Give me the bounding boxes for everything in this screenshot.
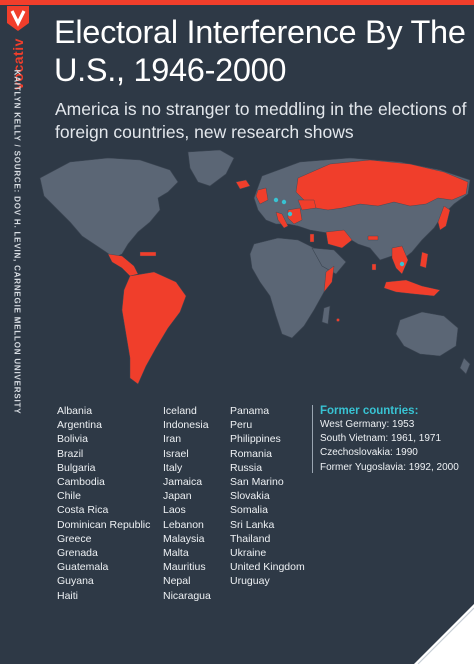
country-item: Chile [57,490,81,503]
united-kingdom-highlight [255,187,269,205]
country-item: Israel [163,447,189,460]
country-item: Malta [163,547,189,560]
country-item: Slovakia [230,490,270,503]
madagascar-shape [321,305,331,325]
source-credit: KAITLYN KELLY / SOURCE: DOV H. LEVIN, CA… [10,70,24,415]
africa [249,237,333,339]
yugoslavia-marker [287,211,293,217]
iran-highlight [325,229,353,249]
former-country-item: West Germany: 1953 [320,419,415,430]
former-country-item: Czechoslovakia: 1990 [320,447,418,459]
country-item: Italy [163,461,183,474]
country-item: Jamaica [163,476,203,489]
country-item: Cambodia [57,476,105,489]
former-country-item: South Vietnam: 1961, 1971 [320,433,442,445]
country-item: Laos [163,504,186,517]
country-item: Uruguay [230,575,270,588]
southeast-asia-highlight [391,245,409,275]
country-column-1: Albania Argentina Bolivia Brazil Bulgaria Cam… [57,404,150,603]
country-item: Costa Rica [57,504,109,517]
japan-highlight [437,205,451,231]
country-item: Albania [57,405,93,417]
balkans-highlight [287,207,303,225]
country-item: Bolivia [57,433,88,446]
italy-highlight [275,211,289,229]
country-item: Guyana [57,575,94,588]
top-accent-bar [0,0,474,5]
country-item: Grenada [57,547,98,560]
country-item: Iceland [163,405,197,417]
page-curl-corner [414,604,474,664]
former-countries-section: Former countries: West Germany: 1953 Sout… [320,404,470,475]
country-item: Thailand [230,532,271,545]
former-country-markers [273,197,405,267]
sri-lanka-highlight [371,263,377,271]
philippines-highlight [419,251,429,269]
country-item: Mauritius [163,561,206,574]
country-item: Philippines [230,433,281,446]
country-item: Greece [57,532,92,545]
former-country-item: Former Yugoslavia: 1992, 2000 [320,461,459,473]
country-item: United Kingdom [230,561,305,574]
section-divider [312,405,313,473]
mauritius-highlight [336,318,340,322]
country-item: Haiti [57,589,79,602]
country-item: Nepal [163,575,191,588]
north-america [39,157,179,259]
country-item: Nicaragua [163,589,211,602]
country-item: Brazil [57,447,84,460]
country-item: Somalia [230,504,268,517]
somalia-highlight [323,265,335,293]
country-item: Lebanon [163,518,204,531]
country-item: Panama [230,405,270,417]
country-item: Romania [230,447,273,460]
highlighted-countries [107,159,469,385]
former-countries-list: West Germany: 1953 South Vietnam: 1961, 1… [320,418,470,475]
vocativ-v-logo-icon [7,6,29,31]
country-item: Guatemala [57,561,109,574]
former-countries-heading: Former countries: [320,405,419,417]
country-column-2: Iceland Indonesia Iran Israel Italy Jamaica Ja… [163,404,211,603]
country-lists: Albania Argentina Bolivia Brazil Bulgaria Cam… [57,404,467,604]
country-column-3: Panama Peru Philippines Romania Russia San Ma… [230,404,305,589]
country-item: Russia [230,461,263,474]
country-item: Dominican Republic [57,518,151,531]
levant-highlight [309,233,315,243]
south-vietnam-marker [399,261,405,267]
russia-highlight [295,159,469,211]
country-item: Sri Lanka [230,518,275,531]
ukraine-highlight [297,199,317,211]
source-credit-text: KAITLYN KELLY / SOURCE: DOV H. LEVIN, CA… [12,69,22,415]
central-america-highlight [107,253,139,277]
country-item: Indonesia [163,419,209,432]
indonesia-highlight [383,279,441,297]
country-item: San Marino [230,476,284,489]
australia [395,311,459,357]
west-germany-marker [273,197,279,203]
world-map [39,149,471,385]
country-item: Argentina [57,419,102,432]
country-item: Ukraine [230,547,267,560]
iceland-highlight [235,179,251,190]
country-item: Peru [230,419,253,432]
nepal-highlight [367,235,379,241]
page-subtitle: America is no stranger to meddling in th… [55,99,467,142]
south-america-highlight [121,271,187,385]
czechoslovakia-marker [281,199,287,205]
caribbean-highlight [139,251,157,257]
country-item: Malaysia [163,532,205,545]
country-item: Iran [163,433,182,446]
new-zealand [459,357,471,375]
country-item: Japan [163,490,192,503]
arabia [311,247,347,275]
greenland [187,149,235,187]
page-title: Electoral Interference By The U.S., 1946… [54,14,466,88]
country-item: Bulgaria [57,461,96,474]
